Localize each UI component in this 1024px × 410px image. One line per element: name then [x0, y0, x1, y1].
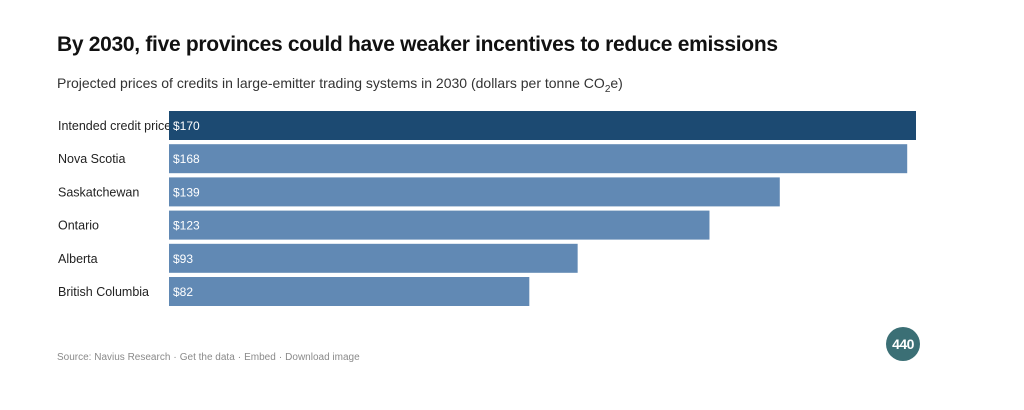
subtitle-subscript: 2 [604, 83, 611, 95]
footer-separator: · [173, 352, 177, 363]
bar[interactable] [169, 277, 530, 306]
chart-subtitle: Projected prices of credits in large-emi… [57, 75, 623, 95]
bar-value-label: $82 [173, 285, 193, 299]
bar-value-label: $170 [173, 119, 200, 133]
bar-value-label: $93 [173, 252, 193, 266]
bar-value-label: $123 [173, 219, 200, 233]
bar-value-label: $139 [173, 185, 200, 199]
bar[interactable] [169, 243, 578, 273]
category-label: British Columbia [58, 285, 149, 299]
get-data-link[interactable]: Get the data [179, 352, 235, 363]
category-label: Ontario [58, 219, 99, 233]
category-label: Nova Scotia [58, 152, 125, 166]
bar[interactable] [169, 210, 710, 240]
chart-title: By 2030, five provinces could have weake… [57, 33, 778, 56]
chart-footer: Source: Navius Research · Get the data · Emb… [57, 352, 360, 363]
embed-link[interactable]: Embed [244, 352, 276, 363]
bar[interactable] [169, 144, 908, 174]
category-label: Alberta [58, 252, 98, 266]
bar-value-label: $168 [173, 152, 200, 166]
category-label: Saskatchewan [58, 185, 139, 199]
category-label: Intended credit price [58, 119, 171, 133]
footer-separator: · [278, 352, 283, 363]
subtitle-suffix: e) [610, 75, 623, 91]
bar[interactable] [169, 111, 916, 140]
bar[interactable] [169, 177, 780, 207]
download-image-link[interactable]: Download image [285, 352, 360, 363]
subtitle-prefix: Projected prices of credits in large-emi… [57, 75, 605, 91]
source-text: Source: Navius Research [57, 352, 171, 363]
publisher-logo: 440 [886, 327, 920, 361]
footer-separator: · [237, 352, 242, 363]
